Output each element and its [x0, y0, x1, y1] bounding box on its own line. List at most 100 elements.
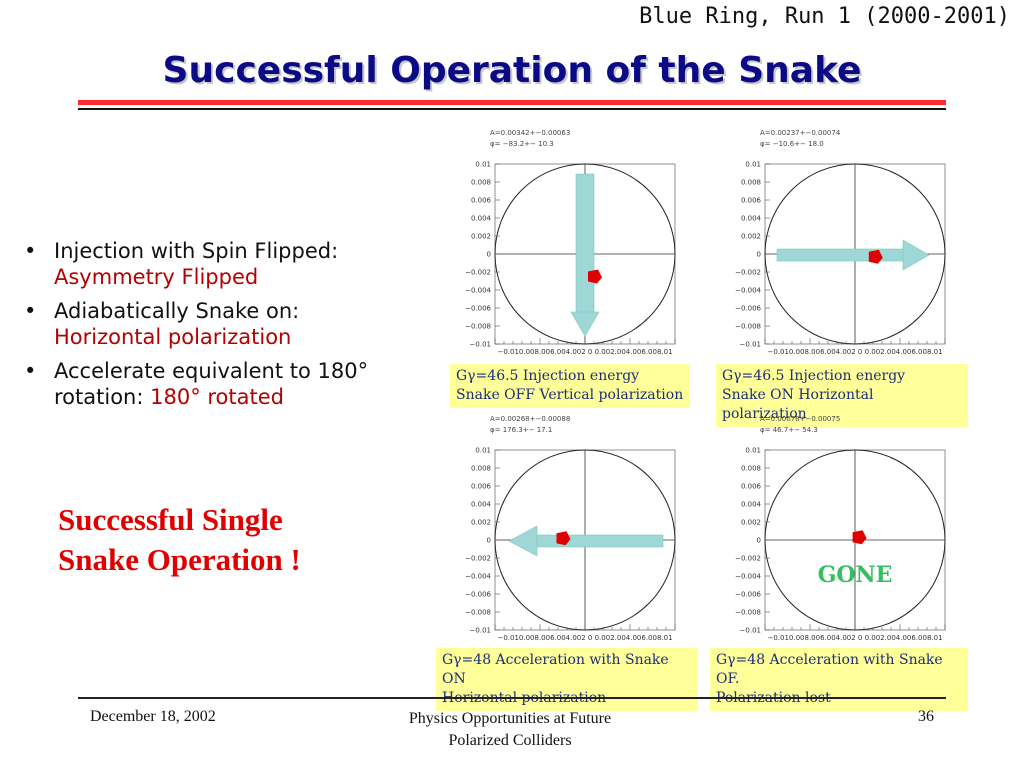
polarization-plot-4: A=0.00078+−0.00075 φ= 46.7+− 54.3 0.01 0.00… [735, 415, 946, 642]
bullet-highlight: Asymmetry Flipped [54, 265, 259, 289]
run-label: Blue Ring, Run 1 (2000-2001) [639, 4, 1010, 29]
y-tick-label: −0.01 [740, 627, 761, 635]
y-tick-label: −0.004 [465, 573, 491, 581]
y-tick-label: −0.01 [470, 627, 491, 635]
x-tick-labels: −0.010.008.006.004.002 0 0.002.004.006.0… [767, 634, 942, 642]
x-tick-labels: −0.010.008.006.004.002 0 0.002.004.006.0… [497, 634, 672, 642]
y-tick-label: 0 [757, 251, 761, 259]
polarization-plot-1: A=0.00342+−0.00063 φ= −83.2+− 10.3 0.01 0.0… [465, 129, 676, 356]
gone-label: GONE [818, 562, 893, 588]
y-tick-label: −0.002 [735, 269, 761, 277]
y-tick-label: −0.008 [465, 609, 491, 617]
polarization-plot-2: A=0.00237+−0.00074 φ= −10.6+− 18.0 0.01 0.0… [735, 129, 946, 356]
y-tick-label: −0.006 [465, 305, 491, 313]
callout-line-2: Snake Operation ! [58, 542, 301, 577]
bullet-list: Injection with Spin Flipped: Asymmetry F… [22, 238, 417, 418]
bullet-item: Injection with Spin Flipped: Asymmetry F… [22, 238, 417, 290]
polarization-measurement [852, 530, 867, 545]
y-tick-label: 0.002 [471, 519, 491, 527]
polarization-arrow-head [570, 311, 600, 337]
y-tick-label: 0.008 [741, 465, 761, 473]
caption-line-2: Snake ON Horizontal polarization [722, 387, 874, 422]
y-tick-label: −0.008 [735, 609, 761, 617]
y-tick-label: 0.004 [741, 215, 762, 223]
footer-rule [78, 697, 946, 699]
bullet-item: Adiabatically Snake on: Horizontal polar… [22, 298, 417, 350]
polarization-arrow-shaft [575, 173, 595, 315]
caption-line-2: Snake OFF Vertical polarization [456, 387, 684, 403]
y-tick-label: 0.01 [745, 161, 761, 169]
slide-title: Successful Operation of the Snake [162, 50, 862, 91]
bullet-highlight: Horizontal polarization [54, 325, 292, 349]
y-tick-label: −0.004 [735, 573, 761, 581]
page-number: 36 [918, 708, 934, 725]
plot-caption-4: Gγ=48 Acceleration with Snake OF. Polari… [710, 648, 968, 711]
y-tick-label: −0.008 [735, 323, 761, 331]
y-tick-label: 0.004 [471, 501, 492, 509]
y-tick-label: 0.002 [471, 233, 491, 241]
bullet-text: Accelerate equivalent to 180° rotation: [54, 359, 369, 409]
bullet-highlight: 180° rotated [150, 385, 284, 409]
y-tick-label: −0.002 [465, 555, 491, 563]
caption-line-1: Gγ=48 Acceleration with Snake ON [442, 652, 669, 687]
fit-phase: φ= −83.2+− 10.3 [490, 140, 554, 148]
y-tick-label: 0.008 [471, 465, 491, 473]
footer-date: December 18, 2002 [90, 708, 216, 725]
y-tick-label: 0 [757, 537, 761, 545]
fit-phase: φ= 176.3+− 17.1 [490, 426, 552, 434]
y-tick-label: −0.006 [735, 305, 761, 313]
y-tick-label: 0 [487, 251, 491, 259]
polarization-measurement [556, 531, 571, 546]
y-tick-label: −0.008 [465, 323, 491, 331]
y-tick-label: −0.01 [740, 341, 761, 349]
caption-line-1: Gγ=46.5 Injection energy [722, 368, 906, 384]
y-tick-label: 0.004 [471, 215, 492, 223]
y-tick-label: 0.006 [741, 197, 762, 205]
y-tick-label: 0.01 [745, 447, 761, 455]
y-tick-label: −0.006 [735, 591, 761, 599]
bullet-text: Injection with Spin Flipped: [54, 239, 339, 263]
y-tick-label: −0.01 [470, 341, 491, 349]
polarization-arrow-head [508, 525, 538, 557]
y-tick-label: 0.01 [475, 161, 491, 169]
caption-line-1: Gγ=46.5 Injection energy [456, 368, 640, 384]
y-tick-label: 0.006 [471, 197, 492, 205]
bullet-text: Adiabatically Snake on: [54, 299, 300, 323]
fit-phase: φ= 46.7+− 54.3 [760, 426, 818, 434]
polarization-plot-3: A=0.00268+−0.00088 φ= 176.3+− 17.1 0.01 0.0… [465, 415, 676, 642]
fit-amplitude: A=0.00268+−0.00088 [490, 415, 570, 423]
y-tick-label: 0.008 [741, 179, 761, 187]
y-tick-label: 0 [487, 537, 491, 545]
y-tick-label: −0.004 [465, 287, 491, 295]
fit-amplitude: A=0.00342+−0.00063 [490, 129, 570, 137]
y-tick-label: 0.008 [471, 179, 491, 187]
success-callout: Successful Single Snake Operation ! [58, 500, 301, 580]
callout-line-1: Successful Single [58, 502, 283, 537]
y-tick-label: −0.004 [735, 287, 761, 295]
polarization-arrow-shaft [534, 534, 664, 548]
polarization-measurement [588, 269, 602, 284]
y-tick-label: −0.002 [735, 555, 761, 563]
y-tick-label: −0.006 [465, 591, 491, 599]
footer-line-2: Polarized Colliders [448, 732, 572, 749]
polarization-arrow-shaft [776, 248, 906, 262]
y-tick-label: 0.004 [741, 501, 762, 509]
y-tick-label: 0.006 [741, 483, 762, 491]
x-tick-labels: −0.010.008.006.004.002 0 0.002.004.006.0… [497, 348, 672, 356]
y-tick-label: 0.002 [741, 519, 761, 527]
fit-amplitude: A=0.00078+−0.00075 [760, 415, 840, 423]
polarization-measurement [868, 249, 883, 264]
polarization-arrow-head [902, 239, 930, 271]
y-tick-label: −0.002 [465, 269, 491, 277]
plot-caption-2: Gγ=46.5 Injection energy Snake ON Horizo… [716, 364, 968, 427]
y-tick-label: 0.01 [475, 447, 491, 455]
footer-talk-title: Physics Opportunities at Future Polarize… [360, 708, 660, 752]
bullet-item: Accelerate equivalent to 180° rotation: … [22, 358, 417, 410]
title-rule-red [78, 100, 946, 105]
fit-amplitude: A=0.00237+−0.00074 [760, 129, 841, 137]
footer-line-1: Physics Opportunities at Future [408, 710, 612, 727]
caption-line-1: Gγ=48 Acceleration with Snake OF. [716, 652, 943, 687]
plot-caption-1: Gγ=46.5 Injection energy Snake OFF Verti… [450, 364, 690, 408]
fit-phase: φ= −10.6+− 18.0 [760, 140, 824, 148]
y-tick-label: 0.006 [471, 483, 492, 491]
